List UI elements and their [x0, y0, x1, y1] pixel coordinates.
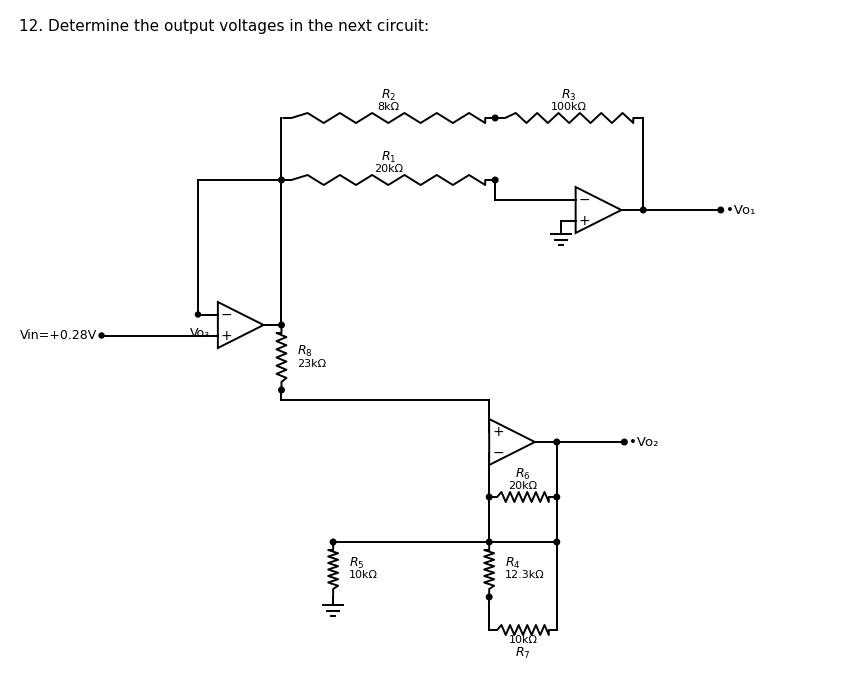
Circle shape — [554, 440, 559, 445]
Circle shape — [486, 539, 492, 545]
Text: 12. Determine the output voltages in the next circuit:: 12. Determine the output voltages in the… — [19, 19, 429, 34]
Text: 8kΩ: 8kΩ — [378, 102, 399, 112]
Circle shape — [492, 177, 498, 183]
Text: •Vo₁: •Vo₁ — [726, 204, 755, 217]
Circle shape — [486, 494, 492, 500]
Circle shape — [554, 494, 559, 500]
Circle shape — [641, 207, 646, 213]
Text: 12.3kΩ: 12.3kΩ — [505, 571, 545, 580]
Text: Vo₃: Vo₃ — [190, 326, 210, 339]
Text: $R_8$: $R_8$ — [298, 344, 313, 359]
Circle shape — [554, 539, 559, 545]
Text: $R_1$: $R_1$ — [381, 150, 396, 165]
Text: Vin=+0.28V: Vin=+0.28V — [20, 329, 98, 342]
Text: $R_6$: $R_6$ — [516, 467, 531, 482]
Circle shape — [99, 333, 104, 338]
Text: 100kΩ: 100kΩ — [551, 102, 587, 112]
Text: 10kΩ: 10kΩ — [349, 571, 378, 580]
Text: −: − — [579, 193, 590, 206]
Text: 23kΩ: 23kΩ — [298, 359, 326, 368]
Circle shape — [492, 115, 498, 121]
Text: −: − — [492, 446, 504, 460]
Text: •Vo₂: •Vo₂ — [629, 435, 659, 448]
Text: 20kΩ: 20kΩ — [509, 481, 537, 491]
Circle shape — [621, 440, 627, 445]
Text: +: + — [579, 213, 590, 228]
Text: +: + — [221, 328, 233, 342]
Circle shape — [278, 322, 284, 328]
Circle shape — [278, 387, 284, 393]
Circle shape — [718, 207, 723, 213]
Circle shape — [195, 312, 200, 317]
Circle shape — [331, 539, 336, 545]
Text: 20kΩ: 20kΩ — [373, 164, 403, 174]
Text: $R_3$: $R_3$ — [562, 88, 577, 103]
Circle shape — [486, 594, 492, 600]
Text: $R_5$: $R_5$ — [349, 556, 364, 571]
Text: $R_7$: $R_7$ — [516, 646, 531, 661]
Circle shape — [278, 177, 284, 183]
Text: 10kΩ: 10kΩ — [509, 635, 537, 645]
Text: $R_2$: $R_2$ — [381, 88, 396, 103]
Text: $R_4$: $R_4$ — [505, 556, 521, 571]
Text: −: − — [221, 308, 233, 322]
Text: +: + — [492, 424, 504, 439]
